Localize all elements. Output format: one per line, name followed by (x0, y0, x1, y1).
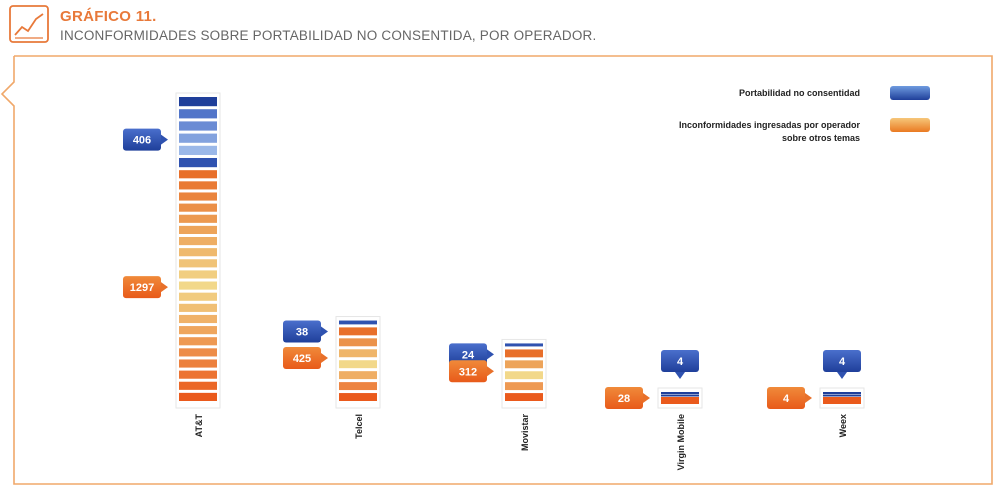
bar-segment-orange (179, 181, 217, 190)
category-label: Movistar (520, 414, 530, 452)
chart-frame (0, 55, 993, 485)
bar-segment-orange (823, 400, 861, 404)
bar-segment-orange (505, 393, 543, 401)
chart-legend: Portabilidad no consentidad Inconformida… (600, 85, 930, 153)
bar-segment-orange (179, 392, 217, 401)
value-callout-orange-box (449, 360, 487, 383)
chart-number: GRÁFICO 11. (60, 8, 157, 25)
bar-segment-orange (179, 359, 217, 368)
value-callout-orange-label: 4 (783, 393, 790, 405)
value-callout-blue-label: 4 (839, 356, 846, 368)
bar-segment-orange (179, 292, 217, 301)
value-callout-blue-pointer (487, 349, 494, 360)
category-label: Weex (838, 414, 848, 437)
bar-segment-orange (179, 236, 217, 246)
value-callout-orange-pointer (321, 353, 328, 364)
value-callout-orange-label: 312 (459, 366, 477, 378)
bar-segment-orange (505, 382, 543, 391)
bar-segment-orange (179, 348, 217, 357)
bar-segment-blue (661, 392, 699, 394)
bar-segment-orange (505, 360, 543, 369)
value-callout-orange-box (283, 347, 321, 370)
bar-segment-orange (339, 382, 377, 391)
value-callout-blue-label: 24 (462, 349, 475, 361)
legend-swatch-orange (890, 118, 930, 132)
value-callout-orange-box (123, 276, 161, 299)
value-callout-blue-box (661, 350, 699, 372)
bar-segment-orange (179, 326, 217, 335)
category-label: Telcel (354, 414, 364, 439)
bar-segment-orange (339, 371, 377, 380)
bar-segment-blue (823, 394, 861, 397)
bar-segment-orange (661, 400, 699, 404)
value-callout-blue-box (283, 320, 321, 343)
category-label: AT&T (194, 413, 204, 437)
value-callout-blue-pointer (161, 134, 168, 145)
bar-segment-blue (339, 320, 377, 325)
value-callout-blue-box (449, 343, 487, 366)
bar-segment-orange (179, 303, 217, 312)
value-callout-orange-box (767, 387, 805, 409)
bar-segment-orange (179, 314, 217, 324)
value-callout-blue-box (823, 350, 861, 372)
category-label: Virgin Mobile (676, 414, 686, 470)
value-callout-blue-pointer (837, 372, 847, 379)
bar-segment-orange (339, 393, 377, 401)
chart-title: INCONFORMIDADES SOBRE PORTABILIDAD NO CO… (60, 28, 597, 43)
bar-segment-orange (179, 281, 217, 290)
bar-segment-orange (179, 170, 217, 179)
bar-segment-orange (179, 203, 217, 212)
legend-label: Inconformidades ingresadas por operador … (678, 120, 860, 143)
value-callout-orange-pointer (161, 282, 168, 293)
value-callout-blue-label: 406 (133, 135, 151, 147)
bar-segment-blue (823, 392, 861, 394)
bar-segment-blue (505, 343, 543, 347)
bar-segment-blue (661, 394, 699, 397)
value-callout-blue-label: 38 (296, 327, 308, 339)
bar-segment-orange (179, 381, 217, 390)
bar-segment-orange (505, 349, 543, 358)
legend-item-inconformidades: Inconformidades ingresadas por operador … (600, 117, 930, 147)
legend-label: Portabilidad no consentidad (738, 88, 860, 98)
value-callout-blue-box (123, 128, 161, 151)
line-chart-icon (9, 5, 49, 43)
bar-segment-orange (179, 225, 217, 234)
bar-segment-orange (823, 397, 861, 401)
bar-segment-blue (179, 133, 217, 143)
value-callout-orange-pointer (487, 366, 494, 377)
bar-segment-orange (179, 270, 217, 279)
bar-segment-orange (179, 192, 217, 201)
legend-swatch-blue (890, 86, 930, 100)
value-callout-orange-label: 425 (293, 353, 311, 365)
bar-segment-orange (661, 397, 699, 401)
value-callout-orange-box (605, 387, 643, 409)
value-callout-orange-label: 28 (618, 393, 630, 405)
bar-segment-blue (179, 109, 217, 119)
bar-segment-orange (339, 360, 377, 369)
bar-segment-blue (179, 121, 217, 131)
bar-segment-orange (505, 371, 543, 380)
bar-segment-orange (179, 337, 217, 346)
legend-item-portabilidad: Portabilidad no consentidad (600, 85, 930, 111)
value-callout-orange-label: 1297 (130, 282, 154, 294)
value-callout-orange-pointer (643, 393, 650, 403)
bar-segment-blue (179, 97, 217, 107)
bar-segment-orange (339, 349, 377, 358)
bar-segment-orange (179, 259, 217, 268)
bar-segment-orange (179, 214, 217, 223)
bar-segment-blue (179, 157, 217, 168)
chart-header: GRÁFICO 11. INCONFORMIDADES SOBRE PORTAB… (0, 0, 1000, 50)
bar-segment-orange (339, 327, 377, 336)
value-callout-blue-pointer (321, 326, 328, 337)
bar-segment-orange (179, 370, 217, 379)
value-callout-blue-label: 4 (677, 356, 684, 368)
value-callout-blue-pointer (675, 372, 685, 379)
bar-segment-orange (339, 338, 377, 347)
bar-segment-orange (179, 248, 217, 257)
value-callout-orange-pointer (805, 393, 812, 403)
bar-segment-blue (179, 145, 217, 155)
